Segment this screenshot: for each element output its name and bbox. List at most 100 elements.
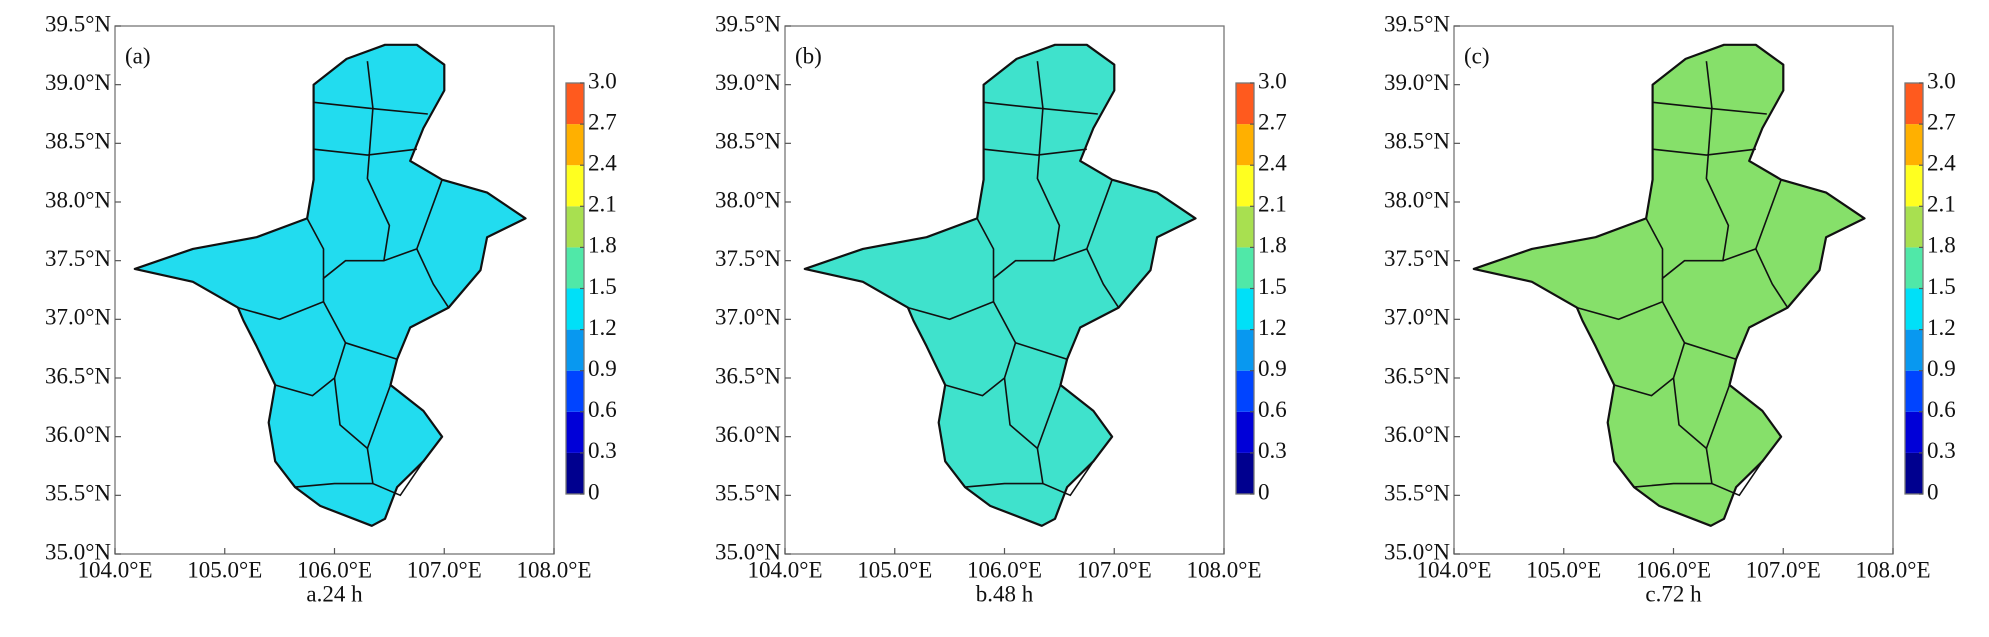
colorbar-swatch bbox=[1236, 452, 1254, 494]
colorbar-swatch bbox=[1236, 288, 1254, 330]
y-tick-label: 39.0°N bbox=[715, 70, 781, 95]
colorbar-tick-label: 1.5 bbox=[1258, 274, 1287, 299]
region-fill bbox=[803, 43, 1197, 527]
y-tick-label: 38.5°N bbox=[715, 129, 781, 154]
colorbar-tick-label: 0.3 bbox=[1927, 438, 1956, 463]
colorbar-swatch bbox=[1905, 452, 1923, 494]
colorbar-tick-label: 0 bbox=[1927, 479, 1939, 504]
x-tick-label: 108.0°E bbox=[1856, 557, 1931, 582]
colorbar-swatch bbox=[1905, 247, 1923, 289]
y-tick-label: 39.0°N bbox=[1384, 70, 1450, 95]
y-tick-label: 38.0°N bbox=[1384, 187, 1450, 212]
colorbar-tick-label: 2.7 bbox=[1927, 109, 1956, 134]
y-tick-label: 39.5°N bbox=[45, 11, 111, 36]
y-tick-label: 35.5°N bbox=[45, 481, 111, 506]
y-tick-label: 37.5°N bbox=[715, 246, 781, 271]
x-tick-label: 107.0°E bbox=[1746, 557, 1821, 582]
map-panel: 35.0°N 35.5°N 36.0°N 36.5°N 37.0°N 37.5°N 38.0… bbox=[715, 11, 1287, 606]
county-border bbox=[1633, 482, 1712, 488]
colorbar-tick-label: 2.1 bbox=[1258, 192, 1287, 217]
map-panel: 35.0°N 35.5°N 36.0°N 36.5°N 37.0°N 37.5°N 38.0… bbox=[45, 11, 617, 606]
colorbar-tick-label: 0.6 bbox=[1258, 397, 1287, 422]
y-tick-label: 38.5°N bbox=[1384, 129, 1450, 154]
county-border bbox=[274, 342, 347, 397]
colorbar-swatch bbox=[566, 329, 584, 371]
y-tick-label: 35.0°N bbox=[715, 539, 781, 564]
y-tick-label: 38.0°N bbox=[45, 187, 111, 212]
colorbar-tick-label: 3.0 bbox=[1927, 68, 1956, 93]
colorbar-swatch bbox=[1905, 411, 1923, 453]
x-tick-label: 108.0°E bbox=[517, 557, 592, 582]
county-border bbox=[1705, 448, 1764, 497]
colorbar-tick-label: 1.2 bbox=[1927, 315, 1956, 340]
y-tick-label: 36.0°N bbox=[1384, 422, 1450, 447]
x-tick-label: 104.0°E bbox=[748, 557, 823, 582]
colorbar-swatch bbox=[1905, 206, 1923, 248]
panel-label: (b) bbox=[795, 43, 822, 68]
colorbar-tick-label: 1.5 bbox=[588, 274, 617, 299]
county-border bbox=[1003, 377, 1062, 450]
county-border bbox=[1036, 61, 1061, 261]
y-tick-label: 36.5°N bbox=[1384, 363, 1450, 388]
county-border bbox=[1613, 342, 1686, 397]
county-border bbox=[313, 148, 417, 156]
x-tick-label: 106.0°E bbox=[297, 557, 372, 582]
colorbar-tick-label: 1.8 bbox=[1258, 233, 1287, 258]
y-tick-label: 37.0°N bbox=[715, 305, 781, 330]
x-tick-label: 108.0°E bbox=[1187, 557, 1262, 582]
county-border bbox=[1036, 448, 1095, 497]
y-tick-label: 35.0°N bbox=[45, 539, 111, 564]
colorbar-swatch bbox=[566, 165, 584, 207]
colorbar-tick-label: 1.5 bbox=[1927, 274, 1956, 299]
y-tick-label: 39.0°N bbox=[45, 70, 111, 95]
county-border bbox=[237, 278, 325, 321]
panel-caption: c.72 h bbox=[1645, 581, 1702, 606]
colorbar-swatch bbox=[1905, 329, 1923, 371]
colorbar-swatch bbox=[1236, 411, 1254, 453]
y-tick-label: 35.0°N bbox=[1384, 539, 1450, 564]
colorbar-tick-label: 0.9 bbox=[588, 356, 617, 381]
colorbar-swatch bbox=[1905, 370, 1923, 412]
y-tick-label: 37.5°N bbox=[1384, 246, 1450, 271]
panel-caption: a.24 h bbox=[306, 581, 363, 606]
colorbar-tick-label: 0.3 bbox=[1258, 438, 1287, 463]
y-tick-label: 37.0°N bbox=[45, 305, 111, 330]
colorbar-tick-label: 0.9 bbox=[1927, 356, 1956, 381]
county-border bbox=[1576, 278, 1664, 321]
colorbar-tick-label: 1.8 bbox=[1927, 233, 1956, 258]
colorbar-swatch bbox=[1236, 83, 1254, 125]
panel-label: (c) bbox=[1464, 43, 1490, 68]
y-tick-label: 37.5°N bbox=[45, 246, 111, 271]
colorbar-tick-label: 0.6 bbox=[588, 397, 617, 422]
county-border bbox=[366, 61, 391, 261]
colorbar-tick-label: 1.2 bbox=[588, 315, 617, 340]
y-tick-label: 39.5°N bbox=[1384, 11, 1450, 36]
x-tick-label: 104.0°E bbox=[78, 557, 153, 582]
colorbar-tick-label: 0 bbox=[588, 479, 600, 504]
colorbar-swatch bbox=[1236, 165, 1254, 207]
colorbar-tick-label: 0.9 bbox=[1258, 356, 1287, 381]
colorbar-swatch bbox=[1905, 165, 1923, 207]
county-border bbox=[964, 482, 1043, 488]
y-tick-label: 36.0°N bbox=[45, 422, 111, 447]
colorbar-tick-label: 2.4 bbox=[1927, 150, 1956, 175]
y-tick-label: 35.5°N bbox=[1384, 481, 1450, 506]
colorbar-tick-label: 0 bbox=[1258, 479, 1270, 504]
colorbar-tick-label: 3.0 bbox=[1258, 68, 1287, 93]
colorbar-swatch bbox=[1905, 83, 1923, 125]
colorbar-swatch bbox=[566, 83, 584, 125]
county-border bbox=[983, 101, 1098, 115]
colorbar-tick-label: 1.8 bbox=[588, 233, 617, 258]
colorbar-swatch bbox=[566, 411, 584, 453]
y-tick-label: 36.5°N bbox=[715, 363, 781, 388]
colorbar-swatch bbox=[566, 370, 584, 412]
colorbar-swatch bbox=[1236, 124, 1254, 166]
colorbar-swatch bbox=[1236, 329, 1254, 371]
x-tick-label: 107.0°E bbox=[1077, 557, 1152, 582]
county-border bbox=[366, 448, 425, 497]
y-tick-label: 38.5°N bbox=[45, 129, 111, 154]
y-tick-label: 36.0°N bbox=[715, 422, 781, 447]
county-border bbox=[944, 342, 1017, 397]
x-tick-label: 106.0°E bbox=[1636, 557, 1711, 582]
colorbar-swatch bbox=[1236, 206, 1254, 248]
